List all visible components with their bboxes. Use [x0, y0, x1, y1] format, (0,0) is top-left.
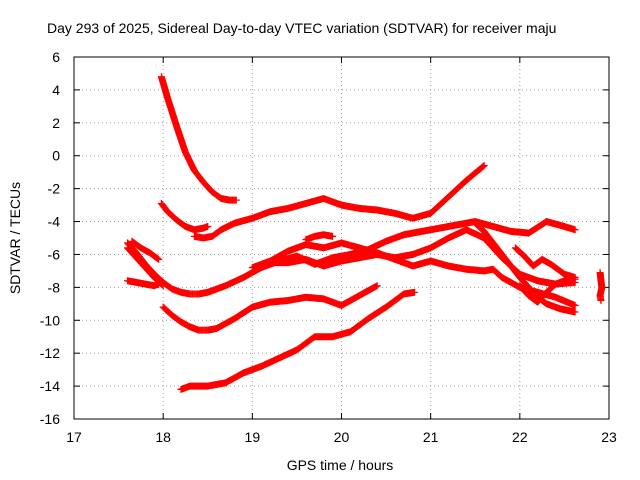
chart-title: Day 293 of 2025, Sidereal Day-to-day VTE…: [47, 20, 556, 36]
y-tick-label: -4: [48, 214, 61, 230]
y-tick-label: -14: [40, 378, 60, 394]
data-point-markers: [302, 231, 337, 244]
y-tick-label: -10: [40, 312, 60, 328]
data-point-markers: [157, 199, 212, 234]
series-track-2: [157, 199, 212, 234]
y-tick-label: 4: [52, 82, 60, 98]
series-track-16: [596, 269, 606, 305]
data-point-markers: [596, 269, 606, 305]
series-track-15: [516, 275, 579, 306]
data-point-markers: [124, 277, 163, 290]
y-tick-label: -8: [48, 279, 61, 295]
data-point-markers: [124, 244, 167, 290]
x-tick-labels: 17 18 19 20 21 22 23: [66, 429, 617, 445]
grid: [74, 57, 609, 419]
series-track-5: [124, 244, 167, 290]
data-point-markers: [516, 275, 579, 306]
series-track-12: [302, 231, 337, 244]
y-tick-label: -6: [48, 246, 61, 262]
data-point-markers: [190, 162, 488, 242]
series-track-6: [124, 277, 163, 290]
plot-frame: [73, 56, 610, 420]
y-tick-label: -12: [40, 345, 60, 361]
data-point-markers: [159, 282, 381, 334]
data-points: [124, 73, 606, 393]
series-track-14: [511, 244, 579, 281]
y-tick-labels: 6 4 2 0 -2 -4 -6 -8 -10 -12 -14 -16: [40, 49, 60, 427]
y-tick-label: 6: [52, 49, 60, 65]
y-tick-label: 2: [52, 115, 60, 131]
x-axis-label: GPS time / hours: [287, 457, 394, 473]
y-axis-label: SDTVAR / TECUs: [7, 182, 23, 294]
data-point-markers: [128, 237, 163, 263]
data-point-markers: [157, 73, 240, 204]
series-track-8: [159, 282, 381, 334]
series-track-9: [177, 288, 419, 393]
x-tick-label: 19: [245, 429, 261, 445]
data-point-markers: [471, 219, 579, 316]
series-track-1: [157, 73, 240, 204]
x-tick-label: 20: [334, 429, 350, 445]
x-tick-label: 18: [155, 429, 171, 445]
x-tick-label: 17: [66, 429, 82, 445]
data-point-markers: [177, 288, 419, 393]
x-tick-label: 21: [423, 429, 439, 445]
y-tick-label: 0: [52, 148, 60, 164]
y-tick-label: -2: [48, 181, 61, 197]
y-tick-label: -16: [40, 411, 60, 427]
x-tick-label: 23: [601, 429, 617, 445]
series-track-13: [471, 219, 579, 316]
x-tick-label: 22: [512, 429, 528, 445]
series-track-7: [128, 237, 163, 263]
series-track-3: [190, 162, 488, 242]
data-point-markers: [511, 244, 579, 281]
